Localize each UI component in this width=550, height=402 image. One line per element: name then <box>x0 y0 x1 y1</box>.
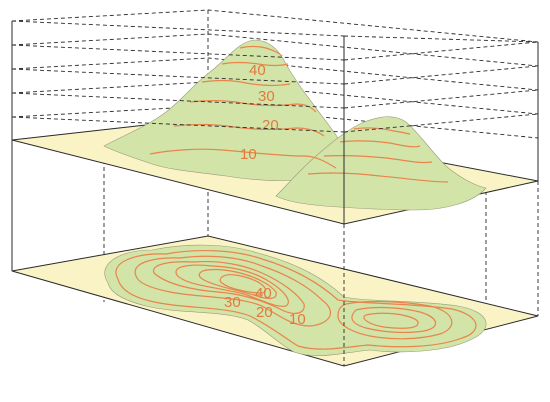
terrain-contour-label-20: 20 <box>262 117 279 134</box>
map-contour-label-30: 30 <box>224 294 241 311</box>
map-contour-lines <box>115 249 477 350</box>
terrain-hills <box>103 39 487 211</box>
terrain-big-hill <box>103 39 345 182</box>
terrain-contour-labels: 40 30 20 10 <box>240 62 279 163</box>
map-contour-label-10: 10 <box>289 311 306 328</box>
terrain-contour-label-30: 30 <box>258 88 275 105</box>
map-contour-label-20: 20 <box>256 304 273 321</box>
box-frame <box>11 20 539 366</box>
map-contour-labels: 40 30 20 10 <box>224 285 306 328</box>
front-slice-lines <box>11 41 539 133</box>
terrain-contour-label-10: 10 <box>240 146 257 163</box>
terrain-small-hill <box>275 116 487 211</box>
contour-map: 40 30 20 10 <box>11 235 539 367</box>
map-contour-label-40: 40 <box>255 285 272 302</box>
terrain-contour-lines <box>149 45 449 183</box>
terrain-contour-label-40: 40 <box>249 62 266 79</box>
